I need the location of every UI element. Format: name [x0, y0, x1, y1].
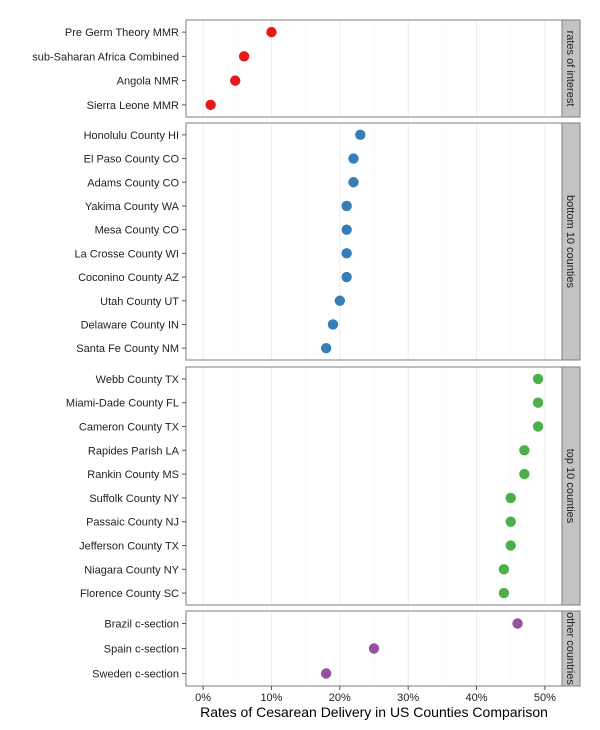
y-tick-label: Webb County TX — [96, 374, 180, 386]
data-point — [320, 342, 332, 354]
data-point — [205, 99, 216, 111]
data-point — [505, 540, 516, 551]
x-axis-title: Rates of Cesarean Delivery in US Countie… — [200, 704, 548, 720]
y-tick-label: Jefferson County TX — [79, 541, 180, 553]
panel-2: Webb County TX Miami-Dade County FL Camero… — [66, 366, 581, 606]
facet-strip — [561, 366, 581, 606]
y-tick-label: Niagara County NY — [84, 564, 179, 576]
y-tick-label: Pre Germ Theory MMR — [65, 27, 179, 39]
y-tick-label: Miami-Dade County FL — [66, 398, 179, 410]
y-tick-label: Adams County CO — [87, 177, 179, 189]
data-point — [519, 468, 530, 480]
data-point — [532, 421, 544, 432]
y-tick-label: Spain c-section — [104, 644, 179, 656]
chart-panels: Pre Germ Theory MMR sub-Saharan Africa Co… — [32, 19, 581, 687]
y-tick-label: Yakima County WA — [85, 201, 180, 213]
data-point — [238, 51, 250, 62]
data-point — [498, 564, 510, 575]
data-point — [532, 373, 544, 385]
data-point — [266, 26, 277, 38]
data-point — [320, 668, 332, 679]
x-tick-label: 30% — [397, 692, 419, 704]
data-point — [348, 177, 359, 188]
data-point — [341, 224, 352, 235]
data-point — [532, 397, 544, 408]
data-point — [505, 492, 516, 504]
y-tick-label: Brazil c-section — [104, 619, 179, 631]
y-tick-label: Suffolk County NY — [89, 493, 179, 505]
data-point — [348, 153, 359, 164]
y-tick-label: Delaware County IN — [81, 319, 179, 331]
x-tick-label: 0% — [195, 692, 211, 704]
y-tick-label: Florence County SC — [80, 588, 179, 600]
y-tick-label: Angola NMR — [117, 76, 179, 88]
x-tick-label: 20% — [329, 692, 351, 704]
data-point — [341, 248, 352, 259]
data-point — [230, 75, 241, 86]
panel-3: Brazil c-section Spain c-section Sweden c-… — [92, 610, 581, 687]
data-point — [505, 516, 516, 527]
data-point — [355, 129, 366, 141]
y-tick-label: sub-Saharan Africa Combined — [32, 51, 179, 63]
data-point — [498, 587, 510, 599]
facet-strip-label: rates of interest — [564, 31, 576, 107]
data-point — [327, 319, 339, 330]
data-point — [519, 445, 530, 456]
data-point — [512, 618, 523, 629]
y-tick-label: Santa Fe County NM — [76, 343, 179, 355]
panel-0: Pre Germ Theory MMR sub-Saharan Africa Co… — [32, 19, 581, 118]
y-tick-label: Mesa County CO — [95, 225, 180, 237]
y-tick-label: La Crosse County WI — [74, 248, 179, 260]
x-axis: 0% 10% 20% 30% 40% 50% — [195, 686, 556, 704]
y-tick-label: Rankin County MS — [87, 469, 179, 481]
data-point — [341, 200, 352, 212]
x-tick-label: 50% — [534, 692, 556, 704]
data-point — [368, 643, 380, 654]
data-point — [341, 271, 352, 283]
facet-strip-label: bottom 10 counties — [564, 195, 576, 288]
y-tick-label: El Paso County CO — [84, 154, 180, 166]
facet-strip — [561, 122, 581, 361]
facet-strip — [561, 610, 581, 687]
x-tick-label: 10% — [260, 692, 282, 704]
facet-strip — [561, 19, 581, 118]
y-tick-label: Coconino County AZ — [78, 272, 179, 284]
y-tick-label: Sweden c-section — [92, 669, 179, 681]
y-tick-label: Utah County UT — [100, 296, 179, 308]
y-tick-label: Passaic County NJ — [86, 517, 179, 529]
panel-1: Honolulu County HI El Paso County CO Adams… — [74, 122, 581, 361]
y-tick-label: Honolulu County HI — [84, 130, 179, 142]
y-tick-label: Cameron County TX — [79, 422, 180, 434]
facet-strip-label: other countries — [564, 612, 576, 685]
y-tick-label: Sierra Leone MMR — [87, 100, 179, 112]
x-tick-label: 40% — [466, 692, 488, 704]
y-tick-label: Rapides Parish LA — [88, 445, 180, 457]
facet-strip-label: top 10 counties — [564, 449, 576, 524]
data-point — [334, 295, 346, 306]
